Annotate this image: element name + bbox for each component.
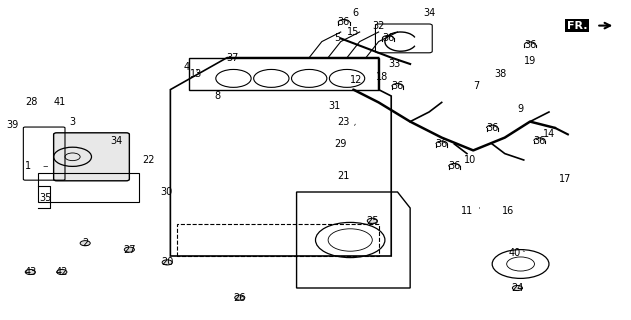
Text: 11: 11 bbox=[461, 206, 473, 216]
Text: 41: 41 bbox=[54, 97, 66, 108]
Text: 7: 7 bbox=[473, 81, 480, 92]
Text: 16: 16 bbox=[502, 206, 514, 216]
Text: 13: 13 bbox=[189, 68, 202, 79]
FancyBboxPatch shape bbox=[54, 133, 129, 181]
Circle shape bbox=[57, 269, 67, 275]
Text: 34: 34 bbox=[110, 136, 123, 146]
Text: 39: 39 bbox=[6, 120, 19, 130]
Text: 24: 24 bbox=[511, 283, 524, 293]
Circle shape bbox=[162, 260, 172, 265]
Text: 33: 33 bbox=[388, 59, 401, 69]
Text: 23: 23 bbox=[338, 116, 350, 127]
Text: 3: 3 bbox=[69, 116, 76, 127]
Circle shape bbox=[80, 241, 90, 246]
Text: 20: 20 bbox=[161, 257, 174, 268]
Text: 17: 17 bbox=[558, 174, 571, 184]
Text: 36: 36 bbox=[382, 33, 394, 44]
Text: 30: 30 bbox=[160, 187, 172, 197]
Text: 35: 35 bbox=[39, 193, 52, 204]
Text: 8: 8 bbox=[215, 91, 221, 101]
Text: 22: 22 bbox=[142, 155, 155, 165]
Text: 36: 36 bbox=[338, 17, 350, 28]
Text: 27: 27 bbox=[123, 244, 136, 255]
Text: 5: 5 bbox=[334, 33, 341, 44]
Text: 26: 26 bbox=[233, 292, 246, 303]
Text: 40: 40 bbox=[508, 248, 521, 258]
Text: 10: 10 bbox=[464, 155, 476, 165]
Text: 2: 2 bbox=[82, 238, 88, 248]
Text: 29: 29 bbox=[334, 139, 347, 149]
Text: 15: 15 bbox=[347, 27, 360, 37]
Text: 21: 21 bbox=[338, 171, 350, 181]
Text: 34: 34 bbox=[423, 8, 435, 18]
Text: 37: 37 bbox=[226, 52, 239, 63]
Text: 12: 12 bbox=[350, 75, 363, 85]
Text: FR.: FR. bbox=[567, 20, 587, 31]
Circle shape bbox=[512, 285, 522, 291]
Text: 43: 43 bbox=[24, 267, 37, 277]
Text: 4: 4 bbox=[183, 62, 189, 72]
Text: 36: 36 bbox=[435, 139, 448, 149]
Text: 36: 36 bbox=[524, 40, 536, 50]
Text: 38: 38 bbox=[494, 68, 507, 79]
Text: 25: 25 bbox=[366, 216, 379, 226]
Text: 9: 9 bbox=[517, 104, 524, 114]
Text: 36: 36 bbox=[391, 81, 404, 92]
Text: 18: 18 bbox=[375, 72, 388, 82]
Text: 31: 31 bbox=[328, 100, 341, 111]
Text: 14: 14 bbox=[543, 129, 555, 140]
Circle shape bbox=[124, 247, 134, 252]
Text: 36: 36 bbox=[448, 161, 461, 172]
Text: 36: 36 bbox=[486, 123, 498, 133]
Circle shape bbox=[235, 295, 245, 300]
Circle shape bbox=[367, 218, 377, 223]
Text: 19: 19 bbox=[524, 56, 536, 66]
Text: 36: 36 bbox=[533, 136, 546, 146]
Text: 28: 28 bbox=[25, 97, 38, 108]
Text: 42: 42 bbox=[56, 267, 68, 277]
Text: 1: 1 bbox=[25, 161, 32, 172]
Text: 32: 32 bbox=[372, 20, 385, 31]
Circle shape bbox=[25, 269, 35, 275]
Text: 6: 6 bbox=[352, 8, 358, 18]
